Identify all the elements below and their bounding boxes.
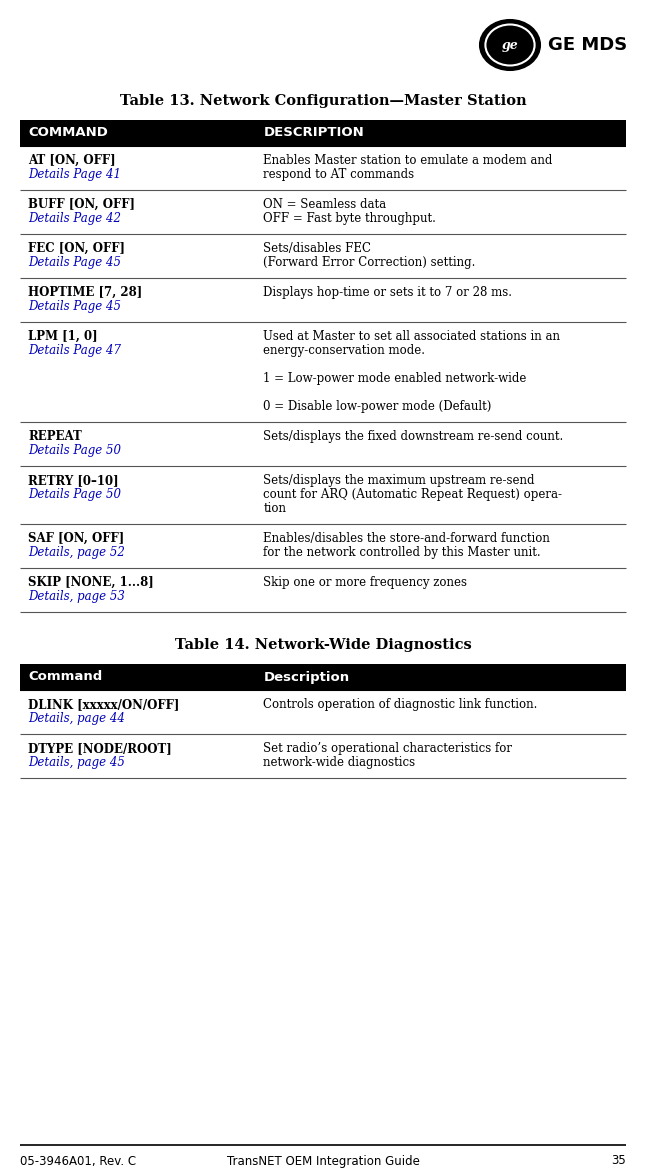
Text: SKIP [NONE, 1...8]: SKIP [NONE, 1...8]	[28, 576, 154, 589]
Text: OFF = Fast byte throughput.: OFF = Fast byte throughput.	[264, 212, 436, 225]
Text: FEC [ON, OFF]: FEC [ON, OFF]	[28, 242, 125, 255]
Text: 1 = Low-power mode enabled network-wide: 1 = Low-power mode enabled network-wide	[264, 372, 526, 385]
Text: tion: tion	[264, 502, 286, 515]
Text: RETRY [0–10]: RETRY [0–10]	[28, 474, 119, 487]
Text: Table 13. Network Configuration—Master Station: Table 13. Network Configuration—Master S…	[120, 94, 526, 108]
Text: Details, page 53: Details, page 53	[28, 590, 125, 603]
Text: Sets/disables FEC: Sets/disables FEC	[264, 242, 371, 255]
Text: Details, page 44: Details, page 44	[28, 712, 125, 725]
Ellipse shape	[485, 25, 535, 66]
Text: ON = Seamless data: ON = Seamless data	[264, 198, 386, 211]
Text: 05-3946A01, Rev. C: 05-3946A01, Rev. C	[20, 1154, 136, 1167]
Text: HOPTIME [7, 28]: HOPTIME [7, 28]	[28, 286, 142, 299]
Text: Details, page 45: Details, page 45	[28, 757, 125, 769]
Text: Enables/disables the store-and-forward function: Enables/disables the store-and-forward f…	[264, 533, 550, 545]
Text: TransNET OEM Integration Guide: TransNET OEM Integration Guide	[227, 1154, 419, 1167]
Text: SAF [ON, OFF]: SAF [ON, OFF]	[28, 533, 124, 545]
Text: Table 14. Network-Wide Diagnostics: Table 14. Network-Wide Diagnostics	[174, 638, 472, 652]
Text: Skip one or more frequency zones: Skip one or more frequency zones	[264, 576, 467, 589]
Text: network-wide diagnostics: network-wide diagnostics	[264, 757, 415, 769]
Text: DLINK [xxxxx/ON/OFF]: DLINK [xxxxx/ON/OFF]	[28, 698, 180, 711]
Text: AT [ON, OFF]: AT [ON, OFF]	[28, 154, 116, 167]
Text: DTYPE [NODE/ROOT]: DTYPE [NODE/ROOT]	[28, 743, 172, 755]
Text: Used at Master to set all associated stations in an: Used at Master to set all associated sta…	[264, 330, 560, 343]
Text: Description: Description	[264, 671, 349, 684]
Text: Set radio’s operational characteristics for: Set radio’s operational characteristics …	[264, 743, 512, 755]
Text: energy-conservation mode.: energy-conservation mode.	[264, 344, 425, 357]
Text: Details Page 41: Details Page 41	[28, 168, 121, 181]
Text: REPEAT: REPEAT	[28, 430, 82, 443]
Text: for the network controlled by this Master unit.: for the network controlled by this Maste…	[264, 545, 541, 560]
Text: Details Page 45: Details Page 45	[28, 256, 121, 269]
Text: Details Page 50: Details Page 50	[28, 488, 121, 501]
Text: count for ARQ (Automatic Repeat Request) opera-: count for ARQ (Automatic Repeat Request)…	[264, 488, 562, 501]
Text: Sets/displays the fixed downstream re-send count.: Sets/displays the fixed downstream re-se…	[264, 430, 563, 443]
Text: COMMAND: COMMAND	[28, 127, 108, 140]
Ellipse shape	[480, 20, 540, 70]
Text: Command: Command	[28, 671, 102, 684]
Text: Details, page 52: Details, page 52	[28, 545, 125, 560]
Text: Displays hop-time or sets it to 7 or 28 ms.: Displays hop-time or sets it to 7 or 28 …	[264, 286, 512, 299]
Text: Details Page 45: Details Page 45	[28, 300, 121, 313]
Text: respond to AT commands: respond to AT commands	[264, 168, 415, 181]
Text: DESCRIPTION: DESCRIPTION	[264, 127, 364, 140]
Text: BUFF [ON, OFF]: BUFF [ON, OFF]	[28, 198, 135, 211]
Text: 35: 35	[611, 1154, 626, 1167]
Text: Enables Master station to emulate a modem and: Enables Master station to emulate a mode…	[264, 154, 553, 167]
Text: Details Page 50: Details Page 50	[28, 445, 121, 457]
Text: Details Page 42: Details Page 42	[28, 212, 121, 225]
Text: Controls operation of diagnostic link function.: Controls operation of diagnostic link fu…	[264, 698, 537, 711]
Text: GE MDS: GE MDS	[548, 36, 627, 54]
Text: Details Page 47: Details Page 47	[28, 344, 121, 357]
Text: 0 = Disable low-power mode (Default): 0 = Disable low-power mode (Default)	[264, 400, 492, 413]
Text: Sets/displays the maximum upstream re-send: Sets/displays the maximum upstream re-se…	[264, 474, 535, 487]
Text: LPM [1, 0]: LPM [1, 0]	[28, 330, 98, 343]
Text: ge: ge	[502, 39, 518, 52]
Text: (Forward Error Correction) setting.: (Forward Error Correction) setting.	[264, 256, 475, 269]
